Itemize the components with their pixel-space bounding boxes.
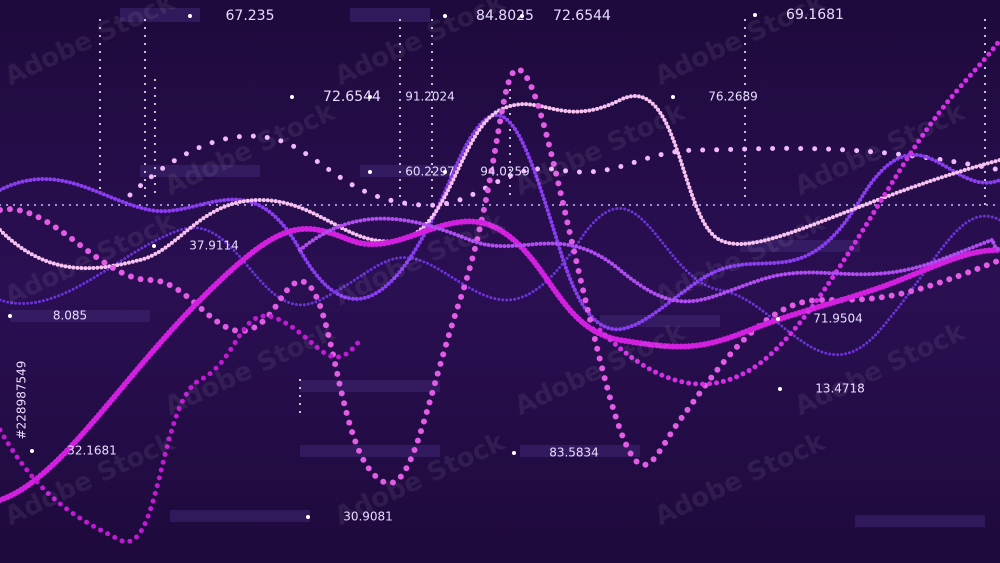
wave [0,66,1000,487]
label-dot [30,449,34,453]
label-dot [368,170,372,174]
number-label: 71.9504 [813,312,863,326]
number-label: 72.6544 [323,89,381,105]
label-dot [512,451,516,455]
label-dot [8,314,12,318]
number-label: 67.235 [226,8,275,24]
number-label: 30.9081 [343,510,393,524]
number-label: 13.4718 [815,382,865,396]
number-label: 94.0259 [480,165,530,179]
wave [0,94,1000,271]
label-dot [776,317,780,321]
label-dot [152,244,156,248]
label-dot [671,95,675,99]
label-dot [753,13,757,17]
number-label: 37.9114 [189,239,239,253]
label-dot [443,14,447,18]
wave [0,207,1000,357]
number-label: 72.6544 [553,8,611,24]
label-dot [443,170,447,174]
label-dot [306,515,310,519]
number-label: 91.2024 [405,90,455,104]
stock-id: #228987549 [15,361,29,440]
vertical-dots [99,19,986,421]
label-dot [368,95,372,99]
wave [597,37,1000,387]
label-dot [290,95,294,99]
label-dot [520,14,524,18]
label-dot [188,14,192,18]
number-label: 84.8025 [476,8,534,24]
wave [0,113,1000,332]
number-label: 76.2689 [708,90,758,104]
label-dot [778,387,782,391]
number-label: 83.5834 [549,446,599,460]
number-label: 69.1681 [786,7,844,23]
number-labels: 67.235 84.8025 72.6544 69.1681 72.6544 91.202… [8,7,865,524]
number-label: 60.2297 [405,165,455,179]
number-label: 8.085 [53,309,87,323]
glow-bars [10,8,985,527]
dot-arc [127,133,1000,208]
wave [298,216,1000,304]
number-label: 32.1681 [67,444,117,458]
wave [0,313,363,545]
